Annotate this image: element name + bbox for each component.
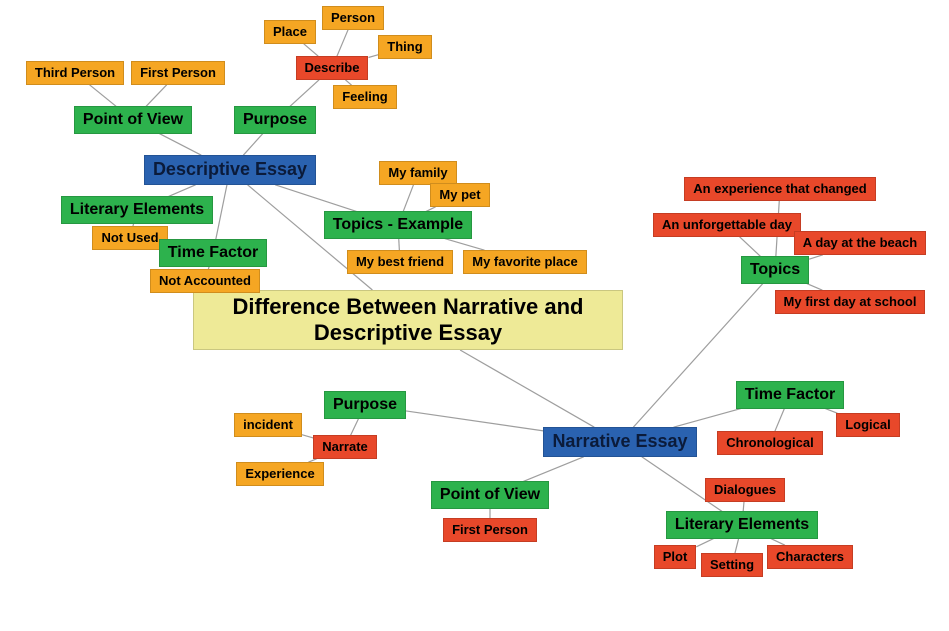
node-d_thing: Thing [378,35,431,59]
node-n_time: Time Factor [736,381,844,408]
edge-n_lit-n_lit_plot [696,539,713,547]
node-n_time_log: Logical [836,413,900,437]
node-n_t_beach: A day at the beach [794,231,926,255]
node-d_place: Place [264,20,316,44]
node-n_lit_dialogues: Dialogues [705,478,785,502]
node-n_t_exp: An experience that changed [684,177,875,201]
node-n_purpose: Purpose [324,391,406,418]
node-d_time_na: Not Accounted [150,269,260,293]
edge-n_lit-n_lit_setting [735,539,739,554]
node-n_lit: Literary Elements [666,511,818,538]
node-desc: Descriptive Essay [144,155,316,185]
edge-n_narrate-n_incident [302,435,313,438]
node-n_incident: incident [234,413,302,437]
edge-n_lit-n_lit_dialogues [743,502,744,512]
edge-n_time-n_time_chron [775,409,784,432]
edge-d_describe-d_thing [368,55,378,58]
node-n_lit_setting: Setting [701,553,763,577]
node-n_pov_first: First Person [443,518,537,542]
node-d_feeling: Feeling [333,85,397,109]
edge-d_pov-d_pov_third [90,85,117,107]
node-narr: Narrative Essay [543,427,696,457]
edge-n_lit-n_lit_chars [771,539,785,546]
node-n_t_school: My first day at school [775,290,926,314]
node-d_t_friend: My best friend [347,250,453,274]
node-d_describe: Describe [296,56,369,80]
node-d_time: Time Factor [159,239,267,266]
node-d_t_family: My family [379,161,456,185]
node-d_pov_third: Third Person [26,61,124,85]
edge-d_topics-d_t_place [445,239,485,251]
node-d_purpose: Purpose [234,106,316,133]
edge-n_topics-n_t_unf [740,237,761,257]
node-d_pov: Point of View [74,106,192,133]
edge-d_describe-d_person [337,30,348,56]
node-n_experience: Experience [236,462,323,486]
node-n_time_chron: Chronological [717,431,822,455]
edge-desc-d_time [216,185,227,240]
edge-desc-d_lit [169,185,196,197]
node-n_t_unf: An unforgettable day [653,213,801,237]
edge-d_describe-d_place [304,44,318,56]
node-n_lit_plot: Plot [654,545,697,569]
edge-desc-d_pov [159,134,201,156]
edge-center-narr [460,350,594,427]
edge-n_purpose-n_narrate [351,419,359,436]
node-d_person: Person [322,6,384,30]
node-d_t_pet: My pet [430,183,489,207]
node-d_topics: Topics - Example [324,211,472,238]
node-d_t_place: My favorite place [463,250,587,274]
edge-d_topics-d_t_friend [399,239,400,251]
node-center: Difference Between Narrative andDescript… [193,290,623,350]
node-d_lit: Literary Elements [61,196,213,223]
edge-n_topics-n_t_school [807,284,822,291]
edge-d_topics-d_t_family [403,185,413,212]
edge-desc-d_topics [275,185,356,212]
edge-n_topics-n_t_beach [809,255,823,259]
edge-narr-n_purpose [406,411,543,431]
edge-narr-n_time [674,409,741,428]
node-n_pov: Point of View [431,481,549,508]
node-d_pov_first: First Person [131,61,225,85]
edge-d_pov-d_pov_first [146,85,167,107]
edge-d_purpose-d_describe [290,80,319,107]
node-n_narrate: Narrate [313,435,377,459]
node-n_topics: Topics [741,256,809,283]
edge-desc-d_purpose [243,134,262,156]
node-d_lit_notused: Not Used [92,226,167,250]
node-n_lit_chars: Characters [767,545,853,569]
edge-narr-n_pov [523,457,583,482]
